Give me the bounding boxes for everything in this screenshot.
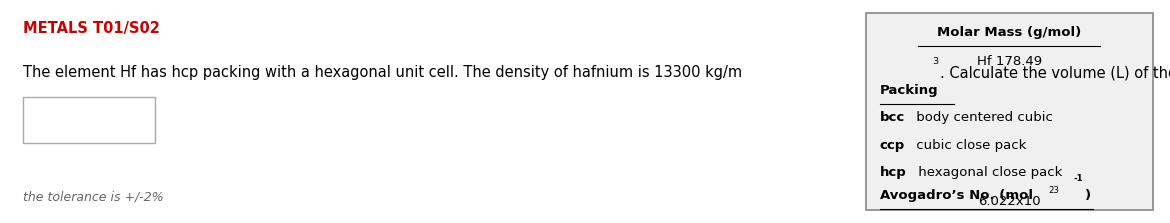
FancyBboxPatch shape [23,97,154,143]
Text: The element Hf has hcp packing with a hexagonal unit cell. The density of hafniu: The element Hf has hcp packing with a he… [23,65,742,80]
Text: bcc: bcc [880,112,904,124]
Text: cubic close pack: cubic close pack [911,139,1026,152]
Text: 6.022x10: 6.022x10 [978,195,1040,208]
Text: Hf 178.49: Hf 178.49 [977,55,1041,68]
Text: hcp: hcp [880,166,907,179]
Text: -1: -1 [1073,174,1082,183]
Text: 3: 3 [932,57,938,66]
Text: body centered cubic: body centered cubic [911,112,1053,124]
Text: METALS T01/S02: METALS T01/S02 [23,21,160,36]
Text: . Calculate the volume (L) of the unit cell of hafnium.: . Calculate the volume (L) of the unit c… [941,65,1170,80]
Text: hexagonal close pack: hexagonal close pack [914,166,1062,179]
Text: the tolerance is +/-2%: the tolerance is +/-2% [23,191,164,204]
Text: 23: 23 [1048,186,1060,195]
Text: ccp: ccp [880,139,904,152]
FancyBboxPatch shape [866,13,1152,210]
Text: Avogadro’s No. (mol: Avogadro’s No. (mol [880,189,1033,202]
Text: Molar Mass (g/mol): Molar Mass (g/mol) [937,26,1081,39]
Text: Packing: Packing [880,84,938,97]
Text: ): ) [1086,189,1092,202]
